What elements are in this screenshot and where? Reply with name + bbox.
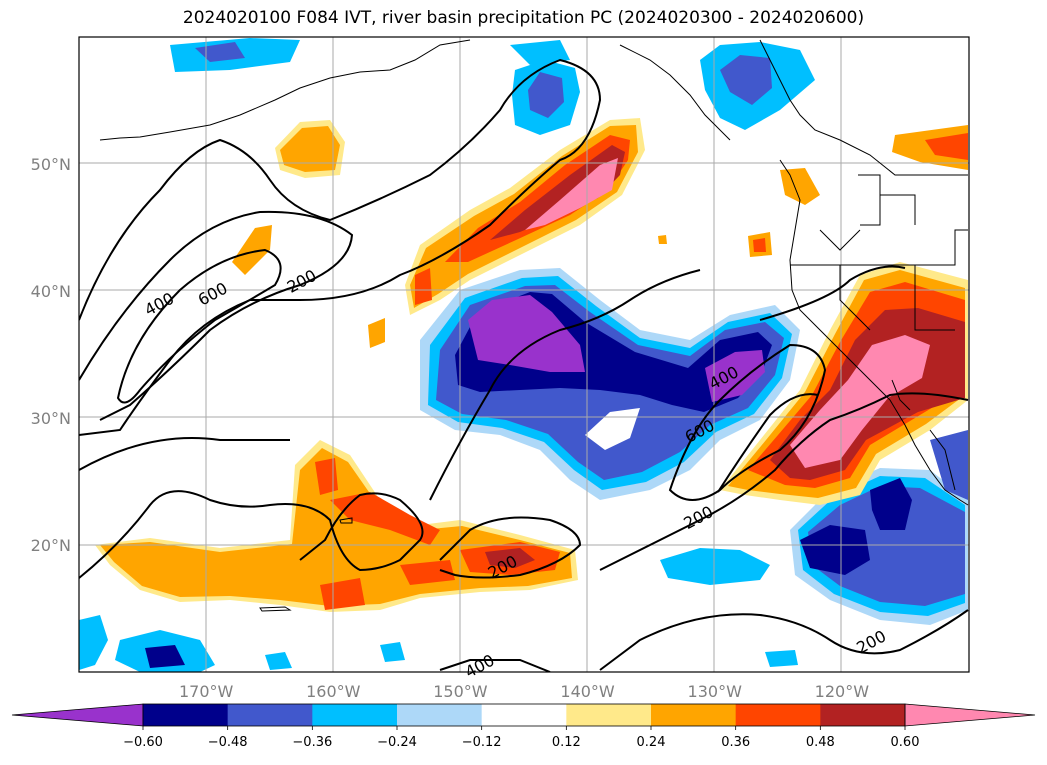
gridlines [79, 37, 969, 672]
lon-label-150: 150°W [433, 682, 488, 701]
map-title: 2024020100 F084 IVT, river basin precipi… [182, 8, 865, 28]
colorbar-tick-label: −0.48 [208, 735, 248, 750]
lon-label-140: 140°W [560, 682, 615, 701]
colorbar-tick-label: −0.60 [123, 735, 163, 750]
contour-label: 400 [141, 289, 177, 320]
colorbar-bin-6 [566, 704, 652, 726]
longitude-labels: 170°W 160°W 150°W 140°W 130°W 120°W [179, 682, 869, 701]
contour-label: 400 [462, 651, 498, 682]
shading-layer [79, 38, 968, 672]
contour-label-text: 400 [462, 651, 498, 682]
colorbar [11, 703, 1036, 727]
latitude-labels: 20°N 30°N 40°N 50°N [31, 155, 71, 555]
contour-label: 600 [195, 278, 231, 309]
colorbar-tick-label: 0.60 [891, 735, 920, 750]
colorbar-bin-7 [651, 704, 737, 726]
lat-label-20: 20°N [31, 536, 71, 555]
contour-label: 200 [680, 502, 716, 533]
colorbar-bin-2 [227, 704, 313, 726]
colorbar-tick-label: −0.12 [462, 735, 502, 750]
colorbar-bin-10 [904, 703, 1036, 727]
colorbar-bin-3 [312, 704, 398, 726]
lat-label-40: 40°N [31, 282, 71, 301]
colorbar-tick-label: 0.36 [721, 735, 750, 750]
lat-label-50: 50°N [31, 155, 71, 174]
colorbar-tick-label: −0.24 [377, 735, 417, 750]
colorbar-bin-8 [735, 704, 821, 726]
colorbar-bin-0 [11, 703, 144, 727]
colorbar-bin-9 [820, 704, 906, 726]
contour-label: 200 [284, 266, 320, 297]
contour-label-text: 200 [284, 266, 320, 297]
lon-label-170: 170°W [179, 682, 234, 701]
map-frame [78, 36, 970, 673]
lon-label-120: 120°W [815, 682, 870, 701]
contour-label-text: 200 [680, 502, 716, 533]
contour-label-text: 400 [141, 289, 177, 320]
colorbar-tick-label: 0.24 [637, 735, 666, 750]
colorbar-bin-5 [481, 704, 567, 726]
colorbar-bin-4 [397, 704, 483, 726]
ivt-contours [79, 58, 969, 672]
lon-label-160: 160°W [306, 682, 361, 701]
contour-label-text: 600 [195, 278, 231, 309]
colorbar-ticks: −0.60 −0.48 −0.36 −0.24 −0.12 0.12 0.24 0.36 0.4… [123, 726, 919, 750]
colorbar-tick-label: 0.48 [806, 735, 835, 750]
colorbar-tick-label: 0.12 [552, 735, 581, 750]
colorbar-tick-label: −0.36 [292, 735, 332, 750]
lon-label-130: 130°W [688, 682, 743, 701]
lat-label-30: 30°N [31, 409, 71, 428]
colorbar-bin-1 [143, 704, 229, 726]
coastlines [99, 39, 969, 612]
